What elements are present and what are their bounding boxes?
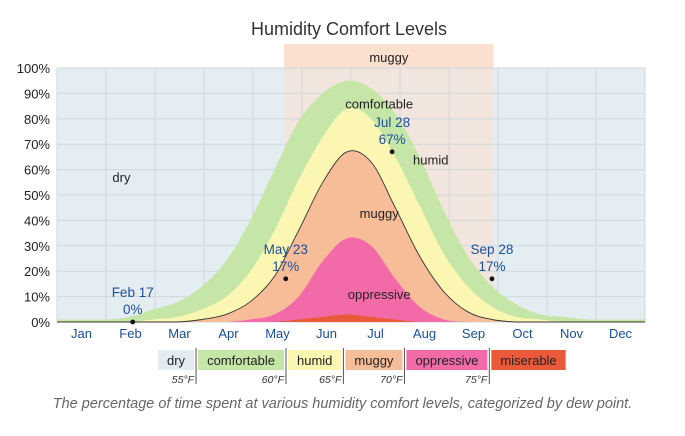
- band-areas: [57, 80, 645, 323]
- muggy-boundary-line: [57, 150, 645, 323]
- area-miserable: [57, 314, 645, 322]
- annotation-value: 0%: [123, 302, 143, 317]
- legend-threshold: 65°F: [319, 374, 342, 386]
- y-tick-label: 100%: [17, 61, 51, 76]
- chart-caption: The percentage of time spent at various …: [52, 396, 633, 412]
- legend-threshold: 55°F: [172, 374, 195, 386]
- x-tick-label: Feb: [119, 326, 141, 341]
- annotation-point: [489, 276, 495, 282]
- area-oppressive: [57, 237, 645, 322]
- chart-title: Humidity Comfort Levels: [251, 19, 447, 39]
- x-tick-label: Jul: [367, 326, 384, 341]
- legend-swatch-dry: [158, 350, 195, 370]
- annotation-date: Feb 17: [112, 285, 154, 300]
- y-tick-label: 10%: [24, 290, 50, 305]
- legend-threshold: 70°F: [380, 374, 403, 386]
- x-tick-label: Apr: [218, 326, 239, 341]
- x-tick-label: Aug: [413, 326, 436, 341]
- annotations: Feb 17 0% May 23 17% Jul 28 67% Sep 28 17%: [112, 115, 514, 325]
- humidity-comfort-chart: Humidity Comfort Levels muggy 0% 10% 20% 30…: [17, 19, 646, 386]
- x-tick-label: May: [265, 326, 290, 341]
- legend: dry comfortable humid muggy oppressive misera…: [158, 348, 566, 386]
- legend-label-miserable: miserable: [500, 353, 556, 368]
- muggy-period-label: muggy: [369, 50, 409, 65]
- y-tick-label: 0%: [31, 315, 50, 330]
- legend-label-dry: dry: [167, 353, 186, 368]
- legend-swatch-humid: [287, 350, 342, 370]
- legend-label-oppressive: oppressive: [415, 353, 478, 368]
- band-label-muggy: muggy: [360, 206, 400, 221]
- y-tick-label: 50%: [24, 188, 50, 203]
- band-label-oppressive: oppressive: [348, 287, 411, 302]
- y-tick-label: 30%: [24, 239, 50, 254]
- annotation-date: Sep 28: [471, 242, 514, 257]
- annotation-value: 17%: [272, 259, 299, 274]
- legend-threshold: 60°F: [262, 374, 285, 386]
- y-tick-label: 40%: [24, 213, 50, 228]
- y-tick-label: 70%: [24, 137, 50, 152]
- legend-label-muggy: muggy: [354, 353, 394, 368]
- legend-label-comfortable: comfortable: [207, 353, 275, 368]
- annotation-point: [130, 319, 136, 325]
- y-tick-label: 20%: [24, 264, 50, 279]
- x-tick-label: Nov: [560, 326, 584, 341]
- x-axis: Jan Feb Mar Apr May Jun Jul Aug Sep Oct Nov Dec: [71, 326, 633, 341]
- legend-swatch-comfortable: [198, 350, 284, 370]
- annotation-date: Jul 28: [374, 115, 410, 130]
- x-tick-label: Oct: [512, 326, 533, 341]
- annotation-point: [283, 276, 289, 282]
- band-label-comfortable: comfortable: [345, 97, 413, 112]
- legend-swatch-muggy: [345, 350, 403, 370]
- y-tick-label: 60%: [24, 163, 50, 178]
- legend-label-humid: humid: [297, 353, 332, 368]
- x-tick-label: Dec: [609, 326, 633, 341]
- annotation-date: May 23: [264, 242, 308, 257]
- x-tick-label: Jun: [316, 326, 337, 341]
- x-tick-label: Mar: [168, 326, 191, 341]
- band-label-humid: humid: [413, 152, 448, 167]
- band-label-dry: dry: [112, 170, 131, 185]
- x-tick-label: Sep: [462, 326, 485, 341]
- legend-swatch-oppressive: [406, 350, 488, 370]
- y-tick-label: 80%: [24, 112, 50, 127]
- y-tick-label: 90%: [24, 86, 50, 101]
- area-muggy: [57, 150, 645, 322]
- annotation-point: [389, 149, 395, 155]
- legend-swatch-miserable: [491, 350, 566, 370]
- band-labels: dry comfortable humid muggy oppressive: [112, 97, 448, 303]
- legend-threshold: 75°F: [465, 374, 488, 386]
- annotation-value: 67%: [379, 132, 406, 147]
- y-axis: 0% 10% 20% 30% 40% 50% 60% 70% 80% 90% 100%: [17, 61, 51, 330]
- x-tick-label: Jan: [71, 326, 92, 341]
- annotation-value: 17%: [478, 259, 505, 274]
